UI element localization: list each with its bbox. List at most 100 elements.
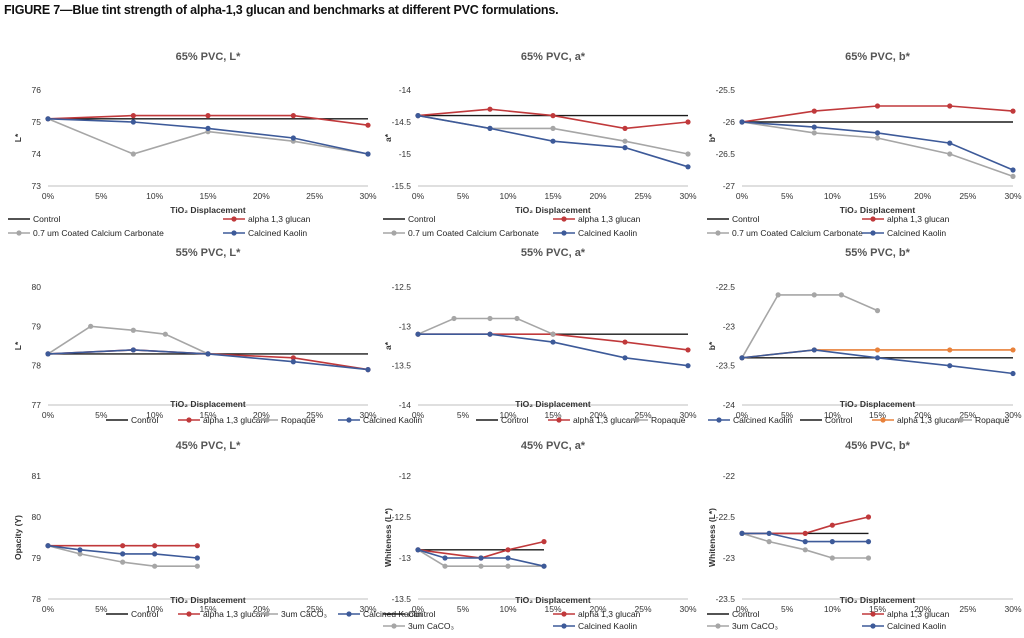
y-tick-label: 81 <box>32 471 42 481</box>
y-tick-label: -14.5 <box>392 117 412 127</box>
data-point <box>874 103 881 109</box>
legend-swatch-marker <box>561 623 567 629</box>
x-tick-label: 30% <box>1004 604 1021 614</box>
legend-entry: Ropaque <box>256 415 316 425</box>
y-tick-label: -23 <box>723 321 736 331</box>
data-point <box>550 125 556 131</box>
legend-label: 0.7 um Coated Calcium Carbonate <box>732 228 863 238</box>
y-tick-label: -27 <box>723 181 736 191</box>
legend-swatch-marker <box>880 417 886 423</box>
legend-entry: alpha 1,3 glucan <box>553 214 641 224</box>
data-point <box>865 555 872 561</box>
data-point <box>130 113 136 119</box>
x-tick-label: 10% <box>824 410 841 420</box>
legend-label: Calcined Kaolin <box>578 228 637 238</box>
data-point <box>947 103 953 109</box>
y-tick-label: -23.5 <box>716 361 736 371</box>
x-tick-label: 10% <box>146 191 163 201</box>
series-line <box>418 333 689 367</box>
data-point <box>120 543 126 549</box>
chart-panel-9: 45% PVC, b* -23.5 -23 -22.5 -22 0% 5% 10% 15% 20%… <box>707 440 1022 631</box>
y-tick-label: 73 <box>32 181 42 191</box>
legend-swatch-marker <box>561 230 567 236</box>
legend-label: Control <box>732 609 760 619</box>
y-axis-label: Whiteness (L*) <box>383 508 393 567</box>
legend-entry: Calcined Kaolin <box>862 621 946 631</box>
legend-entry: 3um CaCO₃ <box>383 621 454 631</box>
y-tick-label: -12 <box>399 471 412 481</box>
legend-entry: alpha 1,3 glucan <box>178 415 266 425</box>
data-point <box>205 351 211 357</box>
data-point <box>802 530 808 537</box>
legend-label: 3um CaCO₃ <box>408 621 454 631</box>
chart-panel-3: 65% PVC, b* -27 -26.5 -26 -25.5 0% 5% 10% 15% 20%… <box>707 51 1022 238</box>
data-point <box>829 555 835 561</box>
legend-label: 0.7 um Coated Calcium Carbonate <box>33 228 164 238</box>
y-tick-label: -15 <box>399 149 412 159</box>
legend-label: Calcined Kaolin <box>887 228 946 238</box>
data-point <box>829 522 835 528</box>
x-axis-label: TiO₂ Displacement <box>515 595 591 605</box>
legend-entry: Control <box>8 214 61 224</box>
legend-swatch-marker <box>715 623 721 629</box>
data-point <box>1010 173 1016 179</box>
data-point <box>622 145 628 151</box>
x-tick-label: 5% <box>781 604 794 614</box>
x-tick-label: 15% <box>544 191 561 201</box>
data-point <box>947 140 953 146</box>
chart-title: 65% PVC, b* <box>845 51 911 63</box>
legend-swatch-marker <box>346 417 352 423</box>
y-tick-label: -22.5 <box>716 282 736 292</box>
data-point <box>829 539 835 545</box>
x-tick-label: 0% <box>42 604 55 614</box>
y-tick-label: -14 <box>399 400 412 410</box>
chart-panel-8: 45% PVC, a* -13.5 -13 -12.5 -12 0% 5% 10% 15% 20%… <box>383 440 697 631</box>
data-point <box>514 315 520 322</box>
data-point <box>194 563 200 569</box>
legend-swatch-marker <box>716 417 722 423</box>
data-point <box>415 331 421 337</box>
legend-swatch-marker <box>16 230 22 236</box>
y-axis-label: b* <box>707 133 717 142</box>
data-point <box>487 315 493 322</box>
data-point <box>874 130 881 136</box>
legend-label: alpha 1,3 glucan <box>887 609 950 619</box>
legend-label: Control <box>825 415 853 425</box>
x-tick-label: 5% <box>95 410 108 420</box>
series-line <box>47 118 369 155</box>
series-line <box>47 118 369 155</box>
x-axis-label: TiO₂ Displacement <box>840 595 916 605</box>
chart-panel-6: 55% PVC, b* -24 -23.5 -23 -22.5 0% 5% 10% 15% 20%… <box>707 247 1022 425</box>
legend-label: Calcined Kaolin <box>578 621 637 631</box>
legend-label: Ropaque <box>651 415 686 425</box>
legend-swatch-marker <box>561 216 567 222</box>
chart-title: 45% PVC, L* <box>176 440 242 452</box>
x-tick-label: 30% <box>679 410 696 420</box>
legend-swatch-marker <box>391 230 397 236</box>
data-point <box>194 555 200 561</box>
legend-swatch-marker <box>715 230 721 236</box>
legend-entry: alpha 1,3 glucan <box>862 609 950 619</box>
chart-title: 45% PVC, a* <box>521 440 586 452</box>
y-tick-label: -14 <box>399 85 412 95</box>
x-tick-label: 15% <box>544 604 561 614</box>
x-tick-label: 0% <box>412 604 425 614</box>
data-point <box>130 119 136 125</box>
y-axis-label: Whiteness (L*) <box>707 508 717 567</box>
data-point <box>487 125 493 131</box>
data-point <box>505 563 511 569</box>
data-point <box>550 113 556 119</box>
data-point <box>45 543 51 549</box>
series-line <box>742 516 869 535</box>
data-point <box>130 151 136 157</box>
y-tick-label: -24 <box>723 400 736 410</box>
x-tick-label: 5% <box>95 604 108 614</box>
legend-label: Calcined Kaolin <box>363 415 422 425</box>
legend-label: Calcined Kaolin <box>248 228 307 238</box>
data-point <box>152 551 158 557</box>
legend-entry: Control <box>707 609 760 619</box>
data-point <box>487 106 493 112</box>
data-point <box>205 113 211 119</box>
series-line <box>417 114 689 155</box>
x-tick-label: 25% <box>959 191 976 201</box>
